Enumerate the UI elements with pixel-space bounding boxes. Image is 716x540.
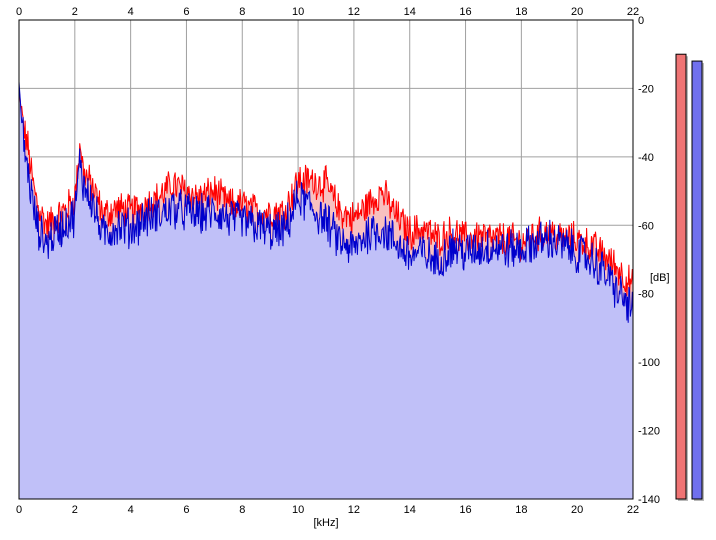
plot-frame bbox=[18, 19, 634, 500]
y-tick-label: 0 bbox=[638, 15, 644, 27]
y-tick-label: -80 bbox=[638, 289, 654, 301]
x-tick-label-top: 18 bbox=[515, 6, 527, 18]
y-tick-label: -140 bbox=[638, 494, 660, 506]
spectrum-areas bbox=[19, 81, 633, 500]
x-tick-label-bottom: 20 bbox=[571, 504, 583, 516]
x-ticks-bottom: 0 2 4 6 8 10 12 14 16 18 20 22 bbox=[16, 504, 639, 516]
y-tick-label: -60 bbox=[638, 220, 654, 232]
x-tick-label-top: 0 bbox=[16, 6, 22, 18]
x-tick-label-bottom: 12 bbox=[348, 504, 360, 516]
x-axis-label: [kHz] bbox=[313, 517, 338, 529]
y-tick-label: -40 bbox=[638, 152, 654, 164]
x-tick-label-bottom: 6 bbox=[183, 504, 189, 516]
x-tick-label-top: 16 bbox=[459, 6, 471, 18]
series-area-blue bbox=[19, 81, 633, 499]
x-tick-label-bottom: 18 bbox=[515, 504, 527, 516]
spectrum-lines bbox=[18, 81, 634, 323]
x-tick-label-bottom: 16 bbox=[459, 504, 471, 516]
x-ticks-top: 0 2 4 6 8 10 12 14 16 18 20 22 bbox=[16, 6, 639, 18]
y-axis-label: [dB] bbox=[650, 272, 670, 284]
x-tick-label-top: 6 bbox=[183, 6, 189, 18]
x-tick-label-bottom: 2 bbox=[72, 504, 78, 516]
x-tick-label-top: 14 bbox=[404, 6, 416, 18]
y-tick-label: -120 bbox=[638, 426, 660, 438]
x-tick-label-bottom: 22 bbox=[627, 504, 639, 516]
x-tick-label-top: 10 bbox=[292, 6, 304, 18]
x-tick-label-top: 2 bbox=[72, 6, 78, 18]
x-tick-label-top: 22 bbox=[627, 6, 639, 18]
x-tick-label-bottom: 10 bbox=[292, 504, 304, 516]
level-meters bbox=[675, 53, 704, 502]
x-tick-label-top: 4 bbox=[128, 6, 134, 18]
x-tick-label-bottom: 0 bbox=[16, 504, 22, 516]
x-tick-label-bottom: 8 bbox=[239, 504, 245, 516]
x-tick-label-bottom: 4 bbox=[128, 504, 134, 516]
x-tick-label-top: 20 bbox=[571, 6, 583, 18]
x-tick-label-top: 12 bbox=[348, 6, 360, 18]
x-tick-label-bottom: 14 bbox=[404, 504, 416, 516]
level-meter-red bbox=[675, 53, 687, 500]
y-tick-label: -20 bbox=[638, 83, 654, 95]
series-line-blue bbox=[18, 81, 634, 323]
x-tick-label-top: 8 bbox=[239, 6, 245, 18]
y-ticks-right: 0 -20 -40 -60 -80 -100 -120 -140 bbox=[638, 15, 660, 506]
level-meter-blue bbox=[691, 60, 703, 500]
y-tick-label: -100 bbox=[638, 357, 660, 369]
